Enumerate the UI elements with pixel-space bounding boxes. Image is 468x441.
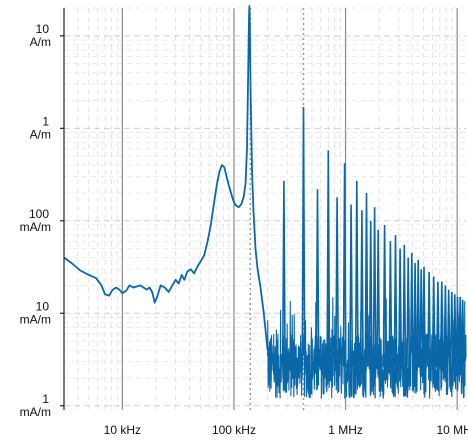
harmonic-spike	[368, 220, 373, 367]
y-tick-unit: mA/m	[20, 312, 51, 326]
harmonic-spike	[301, 106, 306, 367]
harmonic-spike	[419, 269, 424, 367]
grid-major	[64, 8, 466, 410]
harmonic-spike	[422, 266, 426, 367]
y-tick-unit: A/m	[30, 35, 51, 49]
y-tick-value: 1	[42, 114, 49, 128]
y-tick-unit: mA/m	[20, 220, 51, 234]
harmonic-spike	[342, 163, 347, 367]
harmonic-spike	[413, 262, 418, 367]
harmonic-spike	[446, 289, 451, 367]
harmonic-spike	[406, 257, 411, 367]
harmonic-spike	[431, 276, 436, 367]
y-tick-value: 10	[36, 22, 50, 36]
y-tick-unit: mA/m	[20, 405, 51, 419]
harmonic-spike	[409, 252, 414, 367]
harmonic-spike	[398, 248, 403, 367]
harmonic-spike	[349, 204, 354, 367]
harmonic-spike	[402, 244, 407, 367]
x-tick-label: 10 MHz	[436, 423, 468, 437]
harmonic-spike	[393, 235, 398, 367]
harmonic-spike	[326, 150, 331, 367]
x-tick-label: 10 kHz	[104, 423, 141, 437]
y-tick-value: 100	[29, 207, 49, 221]
harmonic-spike	[452, 294, 457, 367]
harmonic-spike	[376, 229, 381, 367]
harmonic-spike	[382, 224, 387, 367]
harmonic-spike	[458, 296, 463, 367]
harmonic-spike	[460, 299, 465, 367]
harmonic-spike	[455, 296, 460, 367]
x-tick-labels: 10 kHz 100 kHz 1 MHz 10 MHz	[104, 423, 468, 437]
harmonic-spike	[315, 189, 320, 367]
harmonic-spike	[416, 259, 421, 367]
main-trace	[63, 5, 269, 351]
harmonic-spike	[435, 281, 440, 367]
harmonic-spike	[335, 197, 340, 367]
harmonic-spike	[372, 207, 377, 367]
harmonic-spike	[427, 271, 432, 367]
harmonic-spike	[449, 291, 454, 367]
harmonic-spike	[439, 281, 444, 367]
harmonic-spike	[364, 192, 369, 367]
axes	[60, 8, 65, 410]
harmonic-spike	[388, 241, 393, 367]
harmonic-spike	[354, 180, 359, 367]
y-tick-value: 10	[36, 299, 50, 313]
harmonic-spike	[443, 285, 448, 367]
harmonic-spike	[281, 180, 286, 367]
plot-area	[63, 5, 467, 399]
y-tick-unit: A/m	[30, 127, 51, 141]
x-tick-label: 1 MHz	[328, 423, 363, 437]
y-tick-value: 1	[42, 392, 49, 406]
harmonic-spike	[359, 210, 364, 367]
x-tick-label: 100 kHz	[212, 423, 256, 437]
